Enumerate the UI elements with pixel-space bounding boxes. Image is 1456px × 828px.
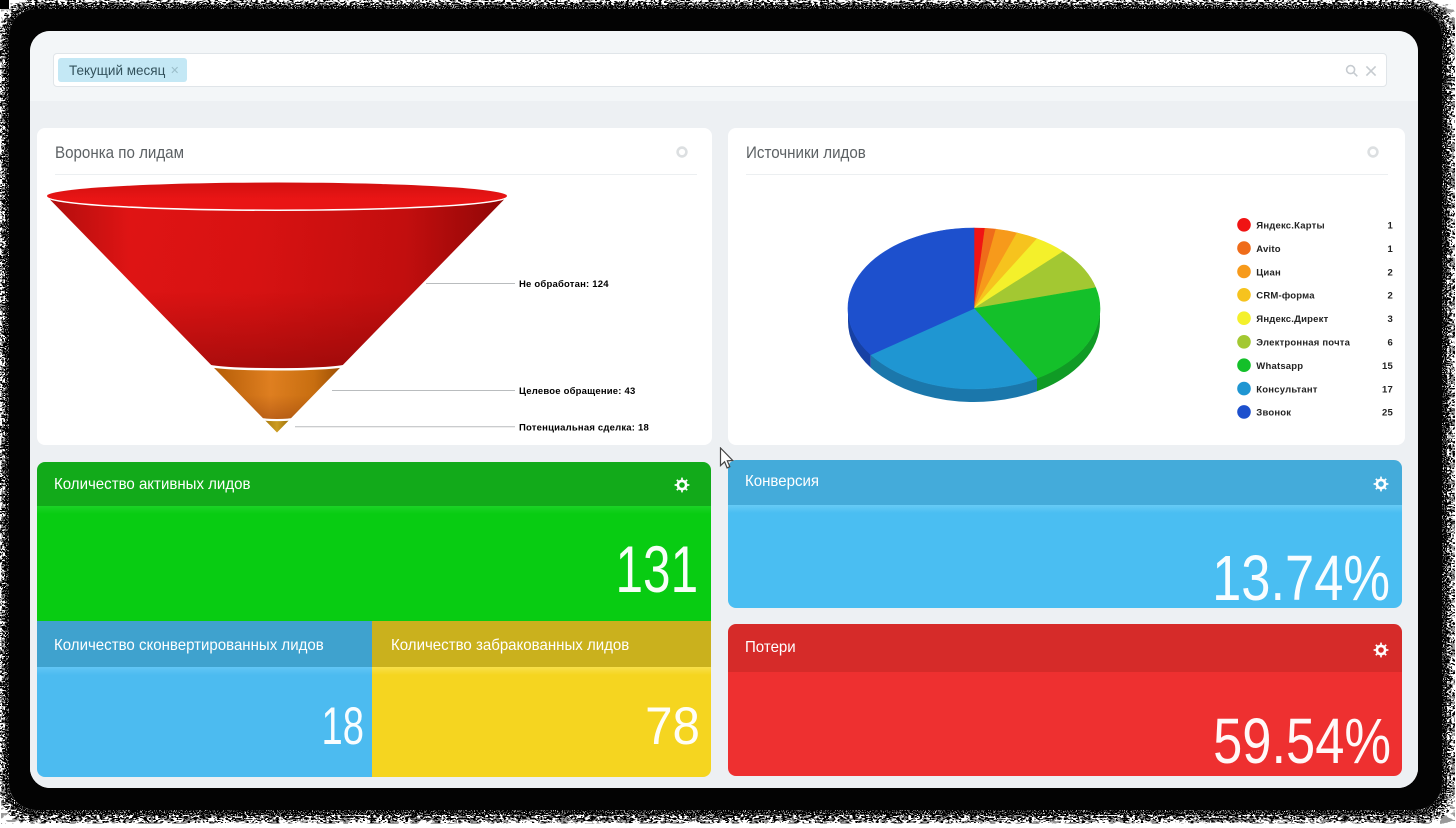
svg-text:Не обработан: 124: Не обработан: 124 xyxy=(519,279,609,290)
svg-text:Потенциальная сделка: 18: Потенциальная сделка: 18 xyxy=(519,422,649,433)
svg-text:Целевое обращение: 43: Целевое обращение: 43 xyxy=(519,386,635,397)
svg-text:2: 2 xyxy=(1388,291,1393,302)
svg-text:1: 1 xyxy=(1388,244,1394,255)
svg-text:Whatsapp: Whatsapp xyxy=(1256,361,1303,372)
svg-text:Консультант: Консультант xyxy=(1256,384,1317,395)
svg-text:Яндекс.Карты: Яндекс.Карты xyxy=(1256,221,1324,232)
svg-text:6: 6 xyxy=(1388,338,1393,349)
svg-text:CRM-форма: CRM-форма xyxy=(1256,291,1315,302)
svg-text:Звонок: Звонок xyxy=(1256,408,1291,419)
svg-text:Циан: Циан xyxy=(1256,267,1281,278)
svg-text:1: 1 xyxy=(1388,221,1394,232)
svg-text:17: 17 xyxy=(1382,384,1393,395)
svg-text:Avito: Avito xyxy=(1256,244,1280,255)
svg-text:15: 15 xyxy=(1382,361,1393,372)
svg-text:2: 2 xyxy=(1388,267,1393,278)
svg-text:3: 3 xyxy=(1388,314,1393,325)
svg-text:Яндекс.Директ: Яндекс.Директ xyxy=(1256,314,1328,325)
svg-text:25: 25 xyxy=(1382,408,1393,419)
svg-text:Электронная почта: Электронная почта xyxy=(1256,338,1350,349)
